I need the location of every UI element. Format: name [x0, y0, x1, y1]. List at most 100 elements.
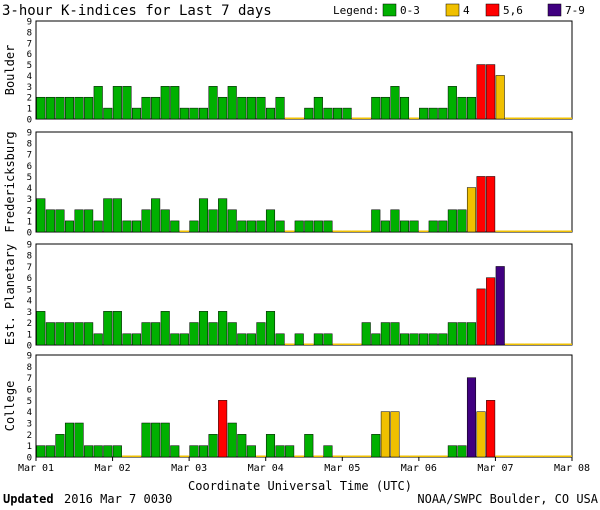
- bar: [505, 230, 515, 232]
- bar: [189, 220, 199, 233]
- bar: [304, 434, 314, 458]
- bar: [227, 422, 237, 458]
- bar: [122, 455, 132, 457]
- y-tick-label: 1: [27, 442, 32, 452]
- y-tick-label: 4: [27, 408, 32, 418]
- y-tick-label: 8: [27, 363, 32, 373]
- bar: [380, 220, 390, 233]
- bar: [294, 117, 304, 119]
- y-tick-label: 7: [27, 39, 32, 49]
- bar: [93, 333, 103, 346]
- y-tick-label: 9: [27, 129, 32, 139]
- bar: [218, 96, 228, 120]
- bar: [131, 107, 142, 120]
- y-tick-label: 1: [27, 105, 32, 115]
- bar: [399, 455, 410, 457]
- bar: [562, 455, 572, 457]
- bar: [36, 198, 46, 233]
- panel-college: 0 123 456 789 College: [3, 352, 573, 464]
- bar: [112, 445, 122, 458]
- bar: [64, 220, 75, 233]
- x-tick-label: Mar 06: [401, 463, 437, 474]
- bar: [284, 117, 295, 119]
- bar: [543, 117, 553, 119]
- bar: [418, 455, 429, 457]
- bar: [514, 455, 525, 457]
- bar: [332, 107, 343, 120]
- legend-swatch-5-6: [485, 3, 500, 17]
- bar: [179, 230, 190, 232]
- bar: [418, 230, 429, 232]
- bar: [428, 333, 438, 346]
- bar: [64, 96, 75, 120]
- bar: [390, 209, 400, 233]
- bar: [170, 86, 180, 120]
- bar: [103, 198, 113, 233]
- bar: [390, 411, 400, 458]
- bar: [103, 107, 113, 120]
- y-tick-label: 4: [27, 72, 32, 82]
- bar: [304, 107, 314, 120]
- y-tick-label: 1: [27, 217, 32, 227]
- bar: [131, 220, 142, 233]
- bar: [131, 333, 142, 346]
- bar: [495, 230, 505, 232]
- bar: [93, 86, 103, 120]
- bar: [103, 445, 113, 458]
- bar: [74, 96, 84, 120]
- bar: [371, 333, 381, 346]
- bar: [55, 434, 65, 458]
- bar: [409, 117, 419, 119]
- bar: [361, 117, 371, 119]
- bar: [256, 220, 266, 233]
- bar: [486, 277, 496, 346]
- bar: [562, 343, 572, 345]
- bar: [284, 343, 295, 345]
- bar: [45, 445, 55, 458]
- bar: [457, 445, 467, 458]
- bar: [323, 220, 333, 233]
- bar: [256, 455, 266, 457]
- bar: [342, 343, 352, 345]
- bar: [304, 220, 314, 233]
- bar: [371, 434, 381, 458]
- bar: [466, 96, 477, 120]
- bar: [275, 333, 285, 346]
- x-tick-label: Mar 01: [18, 463, 54, 474]
- legend-item-7-9: 7-9: [565, 4, 585, 17]
- bar: [524, 343, 534, 345]
- y-tick-label: 4: [27, 184, 32, 194]
- bar: [74, 209, 84, 233]
- bar: [428, 107, 438, 120]
- y-tick-label: 2: [27, 431, 32, 441]
- y-tick-label: 3: [27, 195, 32, 205]
- bar: [84, 96, 94, 120]
- bar: [218, 311, 228, 346]
- bar: [457, 209, 467, 233]
- bar: [294, 455, 304, 457]
- y-tick-label: 3: [27, 83, 32, 93]
- bar: [466, 322, 477, 346]
- bar: [141, 209, 151, 233]
- bar: [332, 343, 343, 345]
- bar: [543, 343, 553, 345]
- bar: [466, 187, 477, 233]
- bar: [543, 230, 553, 232]
- bar: [486, 176, 496, 233]
- bar: [380, 411, 390, 458]
- bar: [198, 445, 209, 458]
- bar: [84, 445, 94, 458]
- bar: [45, 96, 55, 120]
- y-tick-label: 5: [27, 397, 32, 407]
- bar: [476, 64, 486, 120]
- bar: [151, 96, 161, 120]
- bar: [419, 107, 429, 120]
- bar: [122, 86, 132, 120]
- series-label-est-planetary: Est. Planetary: [3, 244, 17, 345]
- bar: [304, 343, 314, 345]
- y-tick-label: 9: [27, 18, 32, 28]
- bar: [246, 445, 256, 458]
- bar: [476, 411, 486, 458]
- bar: [438, 333, 448, 346]
- bar: [189, 445, 199, 458]
